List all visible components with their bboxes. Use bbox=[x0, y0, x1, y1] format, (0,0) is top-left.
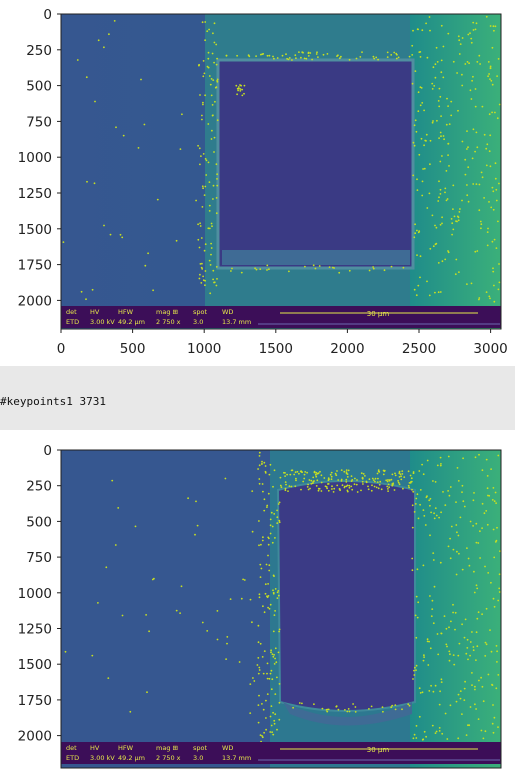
keypoints-2 bbox=[64, 451, 501, 743]
y-tick-label: 2000 bbox=[18, 729, 52, 745]
x-tick-label: 500 bbox=[120, 341, 146, 357]
y-tick-label: 1000 bbox=[18, 150, 52, 166]
databar-header: spot bbox=[193, 308, 207, 316]
databar-header: det bbox=[66, 308, 77, 316]
y-tick-label: 1250 bbox=[18, 622, 52, 638]
y-axis-1: 0 250 500 750 1000 1250 1500 1750 2000 bbox=[18, 7, 61, 309]
y-tick-label: 1750 bbox=[18, 258, 52, 274]
scale-bar-label: 30 µm bbox=[367, 746, 390, 754]
x-tick-label: 2000 bbox=[330, 341, 364, 357]
databar-value: 49.2 µm bbox=[118, 754, 145, 762]
y-tick-label: 0 bbox=[43, 7, 52, 23]
x-axis-1: 0 500 1000 1500 2000 2500 3000 bbox=[57, 329, 508, 357]
databar-header: mag ⊞ bbox=[156, 744, 178, 752]
databar-value: 2 750 x bbox=[156, 318, 181, 326]
y-tick-label: 1500 bbox=[18, 657, 52, 673]
databar-header: HV bbox=[90, 308, 100, 316]
databar-header: WD bbox=[222, 308, 233, 316]
y-tick-label: 1500 bbox=[18, 222, 52, 238]
y-axis-2: 0 250 500 750 1000 1250 1500 1750 2000 bbox=[18, 443, 61, 745]
y-tick-label: 1000 bbox=[18, 586, 52, 602]
databar-header: HFW bbox=[118, 308, 134, 316]
stdout-text: #keypoints1 3731 bbox=[0, 395, 106, 408]
square-structure bbox=[216, 58, 415, 270]
x-tick-label: 2500 bbox=[402, 341, 436, 357]
databar-value: ETD bbox=[66, 318, 79, 326]
image-area bbox=[61, 450, 501, 768]
databar-header: det bbox=[66, 744, 77, 752]
scale-bar-label: 30 µm bbox=[367, 310, 390, 318]
y-tick-label: 250 bbox=[26, 43, 52, 59]
y-tick-label: 750 bbox=[26, 550, 52, 566]
databar-header: mag ⊞ bbox=[156, 308, 178, 316]
x-tick-label: 0 bbox=[57, 341, 66, 357]
databar-value: 3.00 kV bbox=[90, 754, 115, 762]
x-tick-label: 1000 bbox=[187, 341, 221, 357]
cylinder-structure bbox=[276, 480, 416, 712]
databar-value: 13.7 mm bbox=[222, 318, 251, 326]
y-tick-label: 1250 bbox=[18, 186, 52, 202]
y-tick-label: 2000 bbox=[18, 293, 52, 309]
databar-value: 2 750 x bbox=[156, 754, 181, 762]
x-tick-label: 3000 bbox=[473, 341, 507, 357]
y-tick-label: 500 bbox=[26, 514, 52, 530]
image-area bbox=[61, 14, 501, 329]
y-tick-label: 750 bbox=[26, 114, 52, 130]
y-tick-label: 250 bbox=[26, 479, 52, 495]
plot-output-1: det ETD HV 3.00 kV HFW 49.2 µm mag ⊞ 2 750 x spo… bbox=[0, 0, 515, 365]
databar-header: HV bbox=[90, 744, 100, 752]
databar-value: 3.0 bbox=[193, 754, 203, 762]
y-tick-label: 500 bbox=[26, 79, 52, 95]
databar-value: 49.2 µm bbox=[118, 318, 145, 326]
y-tick-label: 1750 bbox=[18, 693, 52, 709]
databar-value: 3.00 kV bbox=[90, 318, 115, 326]
databar-value: ETD bbox=[66, 754, 79, 762]
y-tick-label: 0 bbox=[43, 443, 52, 459]
plot-output-2: det ETD HV 3.00 kV HFW 49.2 µm mag ⊞ 2 750 x spo… bbox=[0, 432, 515, 773]
x-tick-label: 1500 bbox=[259, 341, 293, 357]
databar-value: 13.7 mm bbox=[222, 754, 251, 762]
databar-value: 3.0 bbox=[193, 318, 203, 326]
databar-header: HFW bbox=[118, 744, 134, 752]
databar-header: WD bbox=[222, 744, 233, 752]
stdout-band bbox=[0, 366, 515, 430]
databar-header: spot bbox=[193, 744, 207, 752]
keypoints-1 bbox=[62, 15, 501, 303]
